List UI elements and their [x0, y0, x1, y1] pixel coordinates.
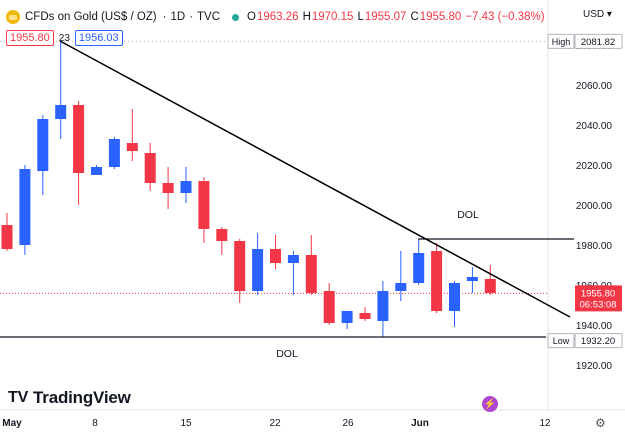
- y-tick-label: 2000.00: [576, 201, 613, 212]
- candle-body: [216, 229, 228, 241]
- candle-body: [484, 279, 496, 293]
- tradingview-mark-icon: TV: [8, 389, 29, 406]
- candle-body: [449, 283, 460, 311]
- candle-body: [1, 225, 13, 249]
- y-tick-label: 1940.00: [576, 321, 613, 332]
- y-tick-label: 2020.00: [576, 161, 613, 172]
- caret-down-icon: ▾: [606, 9, 612, 20]
- x-tick-label: 26: [342, 418, 354, 429]
- candle-body: [395, 283, 407, 291]
- x-tick-label: May: [2, 418, 22, 429]
- candle-body: [323, 291, 335, 323]
- last-price-value: 1955.80: [581, 288, 615, 299]
- candle-body: [126, 143, 138, 151]
- price-mark-value-box: [574, 333, 623, 349]
- header-separator: ·: [162, 11, 167, 23]
- candle-body: [55, 105, 67, 119]
- source-label: TVC: [197, 11, 221, 23]
- price-mark-low: Low 1932.20: [547, 333, 623, 349]
- spread-value: 23: [58, 32, 70, 44]
- candle-body: [19, 169, 31, 245]
- close-value: 1955.80: [419, 11, 462, 23]
- candle-body: [252, 249, 264, 291]
- gear-icon[interactable]: ⚙: [595, 416, 606, 430]
- candle-body: [180, 181, 192, 193]
- candle-body: [162, 183, 174, 193]
- open-label: O: [247, 11, 256, 23]
- candle-body: [270, 249, 281, 263]
- last-price-box: [575, 285, 622, 312]
- bid-button[interactable]: 1955.80: [6, 30, 54, 46]
- candle-body: [377, 291, 389, 321]
- y-tick-label: 2040.00: [576, 121, 613, 132]
- y-tick-label: 1920.00: [576, 361, 613, 372]
- price-mark-tag: Low: [553, 336, 570, 346]
- last-price-countdown: 06:53:08: [580, 299, 617, 310]
- tradingview-logo-text: TradingView: [33, 388, 131, 407]
- candle-body: [37, 119, 49, 171]
- tradingview-logo[interactable]: TV TradingView: [8, 388, 131, 408]
- lightning-icon[interactable]: ⚡: [482, 396, 498, 412]
- candle-body: [73, 105, 85, 173]
- low-label: L: [357, 11, 364, 23]
- candle-body: [198, 181, 210, 229]
- candle-body: [341, 311, 353, 323]
- low-value: 1955.07: [364, 11, 407, 23]
- high-label: H: [302, 11, 311, 23]
- interval-label[interactable]: 1D: [170, 11, 186, 23]
- price-mark-high: High 2081.82: [547, 33, 623, 49]
- price-mark-tag-box: [547, 33, 575, 49]
- price-mark-value: 2081.82: [581, 37, 615, 48]
- currency-label: USD: [583, 9, 605, 20]
- high-value: 1970.15: [311, 11, 354, 23]
- price-mark-tag: High: [552, 37, 571, 47]
- candle-body: [287, 255, 299, 263]
- dol-top-label: DOL: [457, 209, 479, 221]
- ask-button[interactable]: 1956.03: [74, 30, 123, 46]
- candle-body: [431, 251, 443, 311]
- candle-body: [234, 241, 246, 291]
- candle-body: [305, 255, 317, 293]
- x-tick-label: 8: [92, 418, 98, 429]
- quote-row: 1955.80 23 1956.03: [6, 30, 123, 46]
- x-tick-label: 22: [269, 418, 281, 429]
- y-tick-label: 2060.00: [576, 81, 613, 92]
- candle-body: [91, 167, 102, 175]
- symbol-name[interactable]: CFDs on Gold (US$ / OZ): [25, 11, 157, 23]
- candle-body: [466, 277, 478, 281]
- x-tick-label: Jun: [411, 418, 429, 429]
- candle-body: [359, 313, 371, 319]
- candle-body: [108, 139, 120, 167]
- header-separator: ·: [189, 11, 194, 23]
- gold-coin-icon: [6, 10, 20, 24]
- candle-body: [413, 253, 425, 283]
- open-value: 1963.26: [256, 11, 299, 23]
- y-tick-label: 1980.00: [576, 241, 613, 252]
- price-mark-value-box: [574, 33, 623, 49]
- price-mark-tag-box: [547, 333, 575, 349]
- candle-body: [144, 153, 156, 183]
- trend-line: [59, 40, 571, 318]
- dol-bottom-label: DOL: [276, 348, 298, 360]
- market-open-icon: [232, 13, 240, 21]
- close-label: C: [410, 11, 419, 23]
- x-tick-label: 15: [180, 418, 192, 429]
- currency-selector[interactable]: USD ▾: [583, 9, 612, 20]
- change-value: −7.43 (−0.38%): [465, 11, 545, 23]
- chart-header: CFDs on Gold (US$ / OZ) · 1D · TVC O 196…: [6, 8, 545, 26]
- price-mark-value: 1932.20: [581, 336, 615, 347]
- x-tick-label: 12: [539, 418, 551, 429]
